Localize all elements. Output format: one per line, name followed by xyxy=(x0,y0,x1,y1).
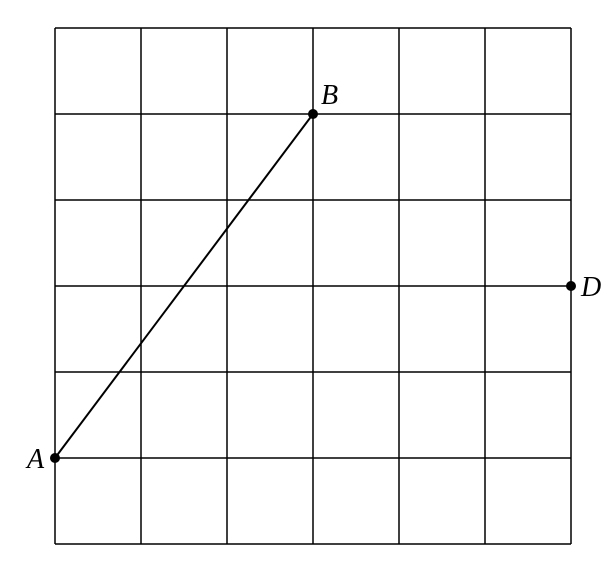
diagram-svg: A B D xyxy=(0,0,615,572)
point-A xyxy=(50,453,60,463)
label-A: A xyxy=(25,444,45,475)
point-D xyxy=(566,281,576,291)
label-B: B xyxy=(321,80,338,111)
point-B xyxy=(308,109,318,119)
grid-diagram: A B D xyxy=(0,0,615,572)
label-D: D xyxy=(580,272,601,303)
